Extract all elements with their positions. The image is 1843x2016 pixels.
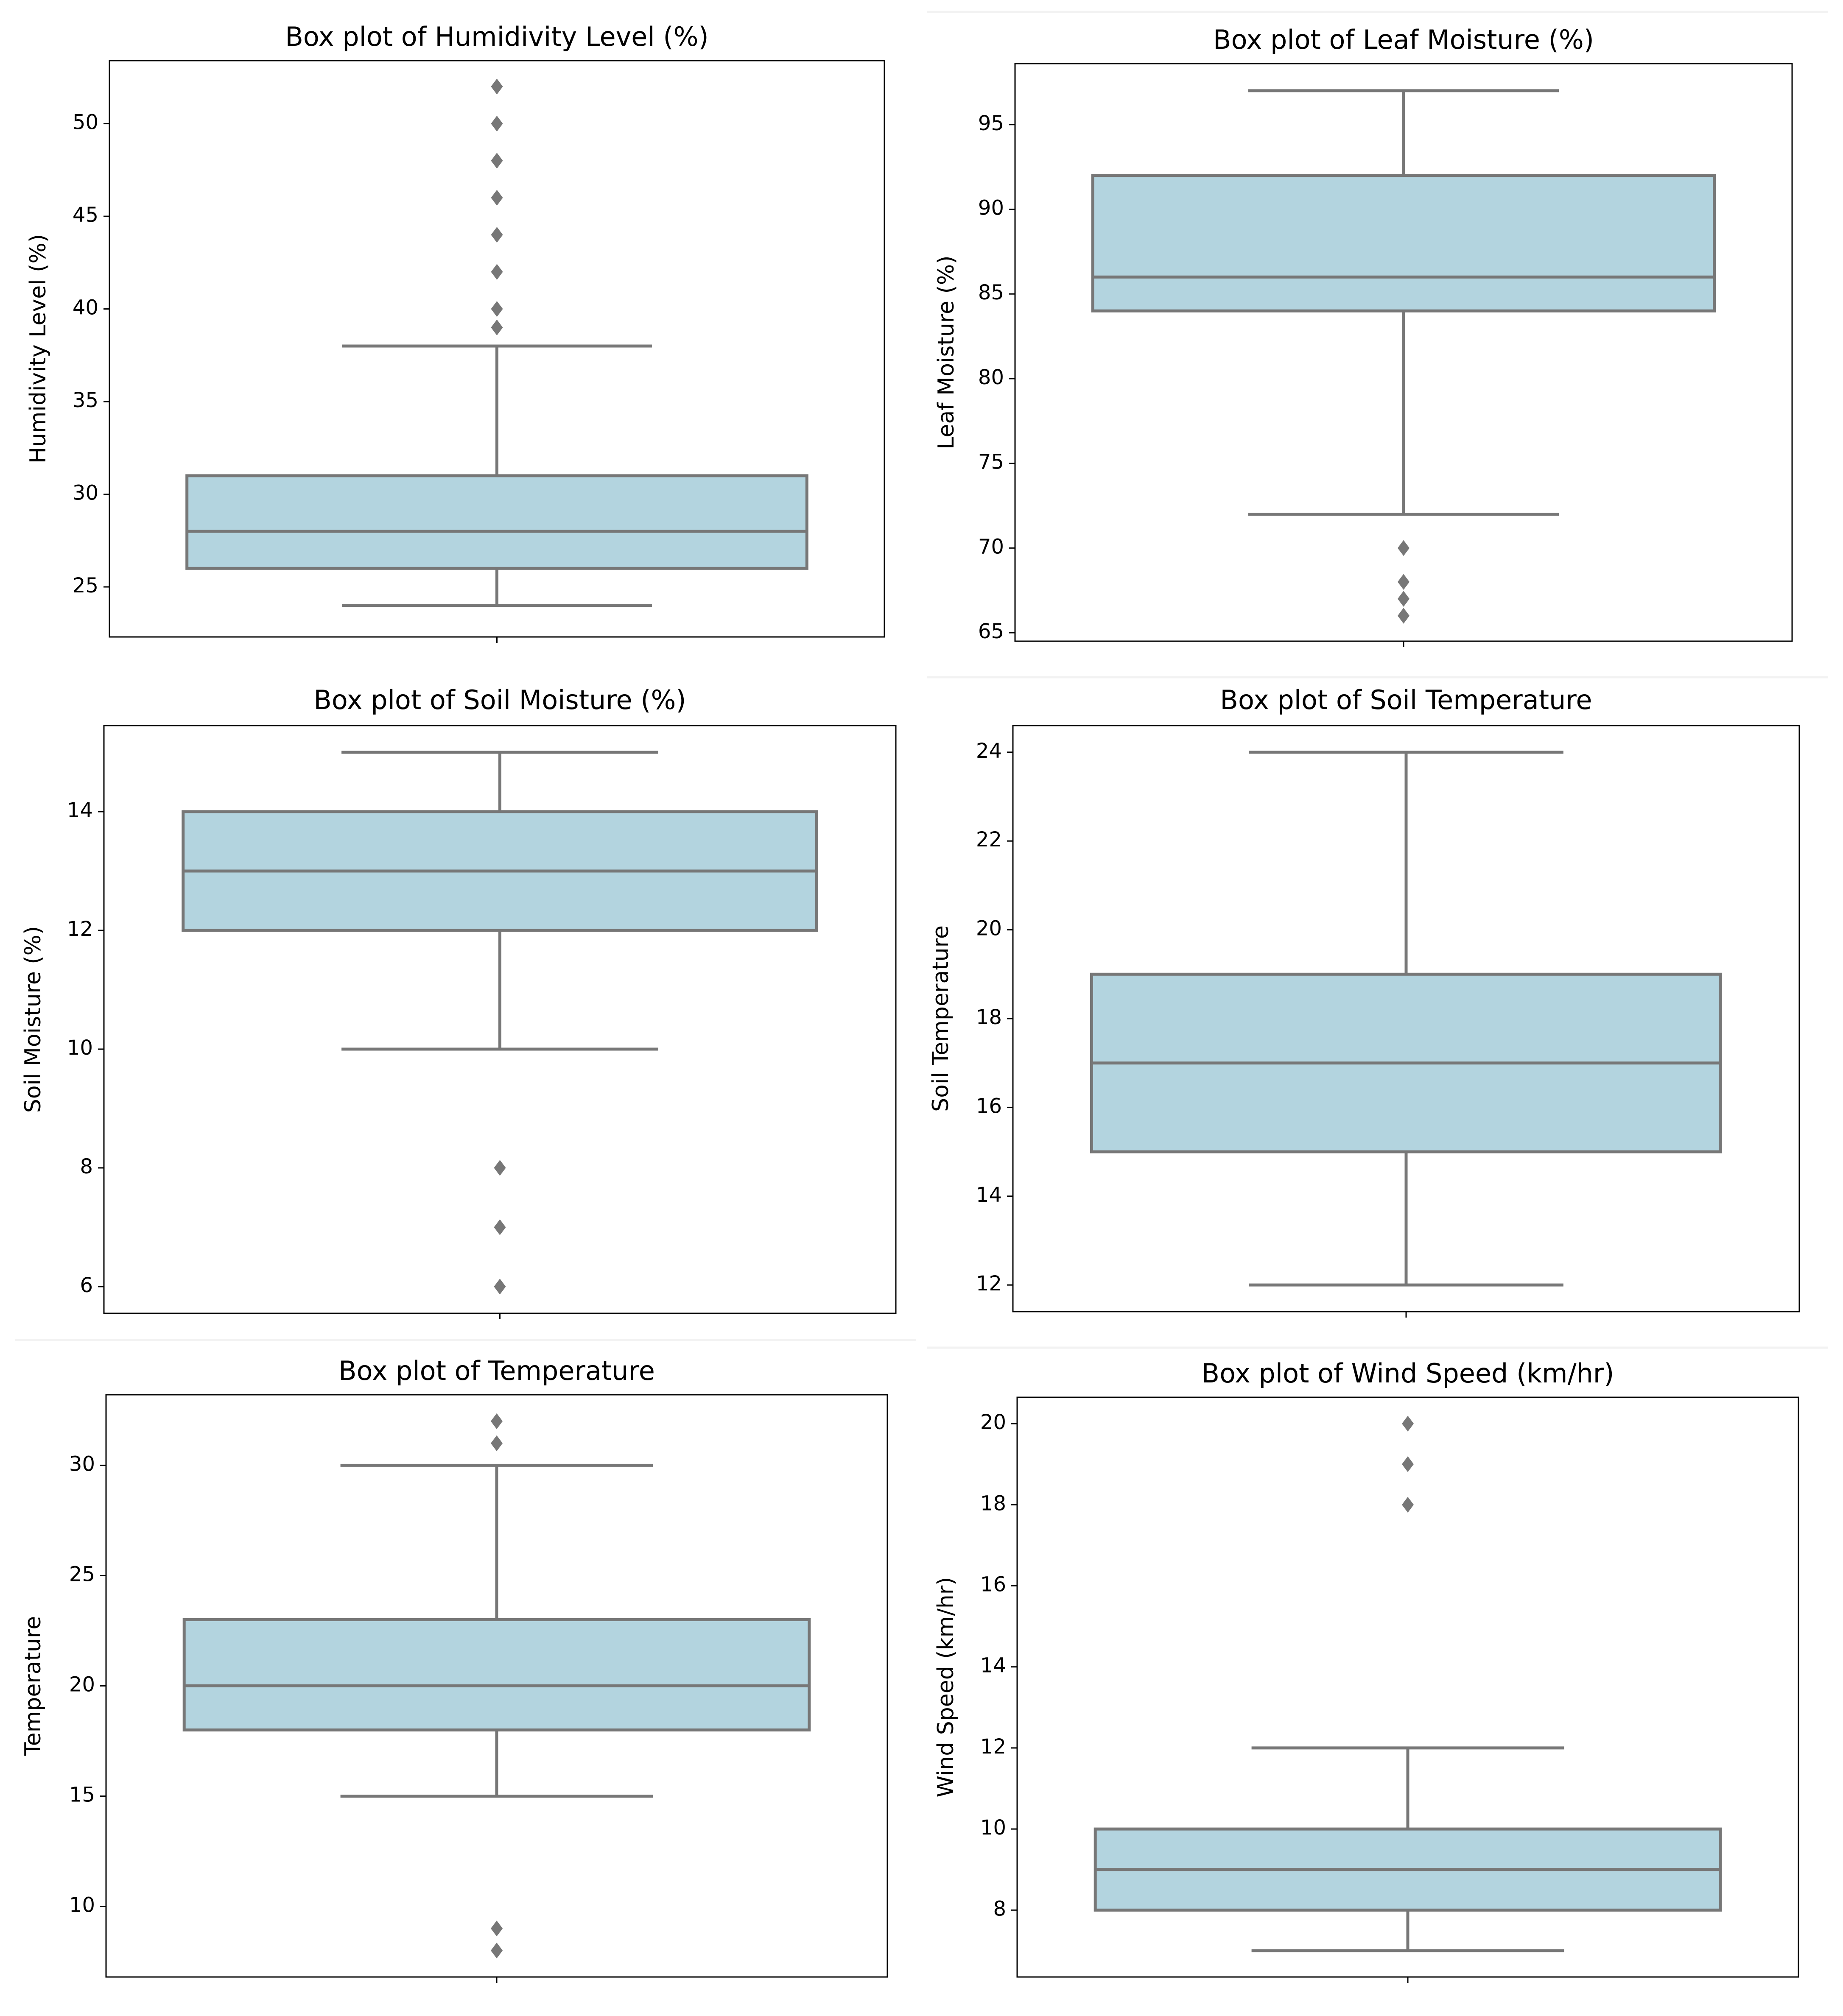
y-tick-label: 65 <box>978 620 1004 643</box>
chart-title: Box plot of Temperature <box>338 1355 655 1386</box>
outlier-point <box>491 1920 503 1937</box>
y-tick-label: 10 <box>67 1036 93 1060</box>
outlier-point <box>494 1279 506 1295</box>
y-tick-label: 85 <box>978 281 1004 304</box>
outlier-point <box>491 1413 503 1430</box>
subplot-5: Box plot of Temperature Temperature 10 15 20… <box>20 1355 888 1983</box>
y-tick-label: 80 <box>978 366 1004 389</box>
outlier-point <box>1398 591 1410 607</box>
y-tick-label: 70 <box>978 535 1004 558</box>
y-tick-label: 90 <box>978 196 1004 220</box>
y-tick-label: 16 <box>980 1573 1006 1597</box>
y-tick-label: 75 <box>978 450 1004 474</box>
chart-title: Box plot of Humidivity Level (%) <box>285 21 708 52</box>
chart-title: Box plot of Leaf Moisture (%) <box>1213 24 1594 55</box>
y-tick-label: 20 <box>980 1410 1006 1434</box>
axes-frame <box>103 725 897 1314</box>
y-tick-label: 30 <box>73 481 98 505</box>
y-tick-label: 10 <box>980 1816 1006 1840</box>
chart-title: Box plot of Soil Temperature <box>1220 684 1592 715</box>
y-tick-label: 14 <box>980 1654 1006 1678</box>
y-tick-label: 95 <box>978 112 1004 135</box>
y-tick-label: 24 <box>976 739 1002 763</box>
y-axis-label: Wind Speed (km/hr) <box>933 1577 959 1798</box>
axes-frame <box>105 1394 888 1978</box>
outlier-point <box>1402 1456 1414 1472</box>
outlier-point <box>1402 1497 1414 1513</box>
axes-frame <box>1016 1396 1799 1978</box>
y-tick-label: 50 <box>73 111 98 134</box>
y-tick-label: 8 <box>993 1897 1006 1921</box>
outlier-point <box>1402 1416 1414 1432</box>
subplot-1: Box plot of Humidivity Level (%) Humidivi… <box>25 21 885 643</box>
y-tick-label: 45 <box>73 203 98 227</box>
axes-frame <box>1014 63 1793 642</box>
y-tick-label: 15 <box>69 1783 95 1807</box>
y-tick-label: 18 <box>976 1005 1002 1029</box>
iqr-box <box>1091 174 1716 313</box>
y-tick-label: 12 <box>980 1735 1006 1759</box>
outlier-point <box>1398 608 1410 624</box>
y-axis-label: Humidivity Level (%) <box>25 234 51 464</box>
y-tick-label: 20 <box>69 1673 95 1697</box>
axes-frame <box>1012 725 1800 1312</box>
y-tick-label: 22 <box>976 828 1002 852</box>
y-tick-label: 25 <box>69 1562 95 1586</box>
y-axis-label: Temperature <box>20 1616 46 1756</box>
outlier-point <box>491 78 503 95</box>
y-tick-label: 25 <box>73 574 98 598</box>
outlier-point <box>491 1942 503 1959</box>
outlier-point <box>1398 574 1410 590</box>
chart-title: Box plot of Wind Speed (km/hr) <box>1202 1358 1614 1389</box>
y-tick-label: 16 <box>976 1094 1002 1118</box>
outlier-point <box>491 264 503 280</box>
y-axis-label: Soil Temperature <box>928 925 954 1112</box>
y-tick-label: 12 <box>67 917 93 941</box>
y-axis-label: Leaf Moisture (%) <box>934 255 959 449</box>
outlier-point <box>491 1435 503 1452</box>
subplot-3: Box plot of Soil Moisture (%) Soil Moistu… <box>20 684 897 1319</box>
chart-title: Box plot of Soil Moisture (%) <box>313 684 686 715</box>
outlier-point <box>491 153 503 169</box>
subplot-4: Box plot of Soil Temperature Soil Tempera… <box>928 684 1800 1318</box>
y-tick-label: 10 <box>69 1893 95 1917</box>
y-tick-label: 30 <box>69 1452 95 1476</box>
outlier-point <box>494 1219 506 1235</box>
outlier-point <box>1398 540 1410 556</box>
y-tick-label: 14 <box>67 799 93 822</box>
subplot-6: Box plot of Wind Speed (km/hr) Wind Speed… <box>933 1358 1799 1983</box>
y-tick-label: 35 <box>73 388 98 412</box>
y-tick-label: 6 <box>80 1273 93 1297</box>
y-axis-label: Soil Moisture (%) <box>20 926 46 1113</box>
subplot-2: Box plot of Leaf Moisture (%) Leaf Moistu… <box>934 24 1793 647</box>
outlier-point <box>491 227 503 243</box>
y-tick-label: 8 <box>80 1155 93 1178</box>
y-tick-label: 14 <box>976 1183 1002 1207</box>
y-tick-label: 18 <box>980 1491 1006 1515</box>
iqr-box <box>185 474 808 570</box>
axes-frame <box>109 60 885 638</box>
outlier-point <box>491 319 503 335</box>
y-tick-label: 40 <box>73 296 98 320</box>
y-tick-label: 20 <box>976 917 1002 941</box>
outlier-point <box>494 1160 506 1176</box>
outlier-point <box>491 301 503 317</box>
y-tick-label: 12 <box>976 1272 1002 1296</box>
outlier-point <box>491 190 503 206</box>
outlier-point <box>491 115 503 132</box>
iqr-box <box>182 1618 811 1732</box>
